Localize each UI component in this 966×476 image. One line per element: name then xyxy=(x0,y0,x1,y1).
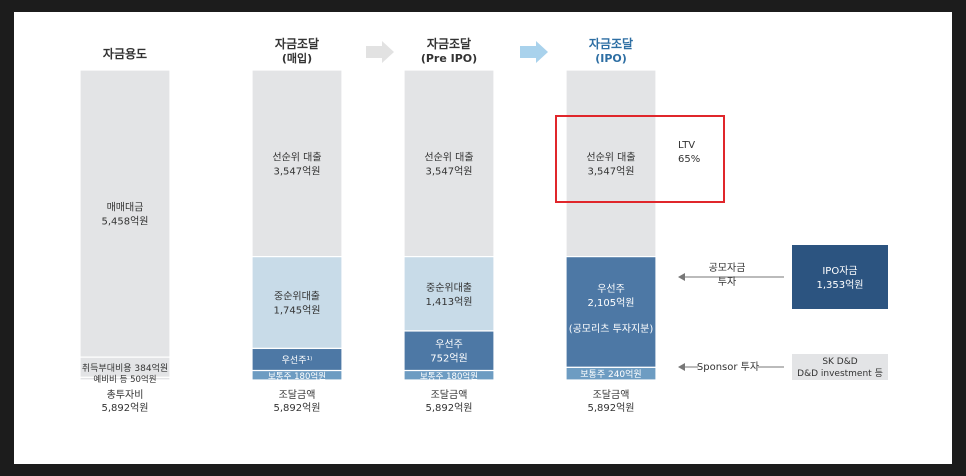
ipo-flow-label: 공모자금 xyxy=(709,262,746,274)
ltv-label: LTV xyxy=(678,140,695,151)
ipo-box-label: IPO자금 xyxy=(822,265,857,277)
segment-label: 선순위 대출 xyxy=(424,150,473,163)
segment-value: 2,105억원 xyxy=(587,297,634,309)
ipo-box-value: 1,353억원 xyxy=(816,279,863,291)
segment-label: 중순위대출 xyxy=(426,281,472,294)
column-header: 자금조달 xyxy=(275,36,319,51)
ipo-box xyxy=(792,245,888,309)
segment-label: 취득부대비용 384억원 xyxy=(82,362,168,374)
segment-value: 3,547억원 xyxy=(587,165,634,177)
total-value: 5,892억원 xyxy=(101,402,148,414)
segment-value: 752억원 xyxy=(430,353,468,365)
segment-label: 보통주 180억원 xyxy=(268,371,326,382)
total-value: 5,892억원 xyxy=(273,402,320,414)
segment-value: 3,547억원 xyxy=(425,165,472,177)
bar-segment xyxy=(403,330,495,372)
bar-segment xyxy=(403,369,495,381)
column-header-sub: (매입) xyxy=(282,51,312,65)
bar-segment xyxy=(403,69,495,258)
bar-segment xyxy=(79,69,171,358)
bar-segment xyxy=(79,376,171,381)
segment-label: 매매대금 xyxy=(107,202,144,214)
segment-label: 우선주 xyxy=(597,283,625,295)
segment-note: (공모리츠 투자지분) xyxy=(569,323,654,335)
sponsor-label-bg xyxy=(698,359,758,373)
segment-value: 1,745억원 xyxy=(273,305,320,317)
ltv-value: 65% xyxy=(678,154,700,165)
total-label: 조달금액 xyxy=(431,389,468,401)
sponsor-flow-label: Sponsor 투자 xyxy=(697,361,759,373)
bar-segment xyxy=(565,69,657,258)
segment-label: 선순위 대출 xyxy=(272,150,321,163)
sponsor-box xyxy=(792,354,888,380)
segment-label: 중순위대출 xyxy=(274,290,320,303)
total-label: 조달금액 xyxy=(279,389,316,401)
segment-label: 예비비 등 50억원 xyxy=(93,374,156,385)
segment-value: 5,458억원 xyxy=(101,216,148,228)
ipo-flow-label: 투자 xyxy=(718,276,736,288)
sponsor-arrow-head-icon xyxy=(678,363,685,371)
bar-segment xyxy=(251,69,343,258)
segment-label: 우선주 xyxy=(435,339,463,351)
bar-segment xyxy=(565,256,657,368)
highlight-box xyxy=(555,115,725,203)
total-value: 5,892억원 xyxy=(425,402,472,414)
header-arrow-icon xyxy=(366,41,394,63)
bar-segment xyxy=(251,369,343,381)
segment-label: 우선주¹⁾ xyxy=(282,355,313,366)
segment-value: 3,547억원 xyxy=(273,165,320,177)
header-arrow-icon xyxy=(520,41,548,63)
sponsor-box-label: SK D&D xyxy=(822,357,857,367)
column-header-sub: (IPO) xyxy=(595,52,627,65)
column-header-sub: (Pre IPO) xyxy=(421,52,477,65)
total-value: 5,892억원 xyxy=(587,402,634,414)
total-label: 총투자비 xyxy=(107,389,144,401)
ipo-arrow-head-icon xyxy=(678,273,685,281)
column-header: 자금조달 xyxy=(427,36,471,51)
segment-label: 선순위 대출 xyxy=(586,150,635,163)
segment-label: 보통주 240억원 xyxy=(580,368,641,380)
column-header: 자금용도 xyxy=(103,46,147,61)
segment-label: 보통주 180억원 xyxy=(420,371,478,382)
sponsor-box-value: D&D investment 등 xyxy=(797,368,883,379)
column-header: 자금조달 xyxy=(589,36,633,51)
bar-segment xyxy=(403,256,495,332)
bar-segment xyxy=(565,366,657,381)
total-label: 조달금액 xyxy=(593,389,630,401)
segment-value: 1,413억원 xyxy=(425,296,472,308)
